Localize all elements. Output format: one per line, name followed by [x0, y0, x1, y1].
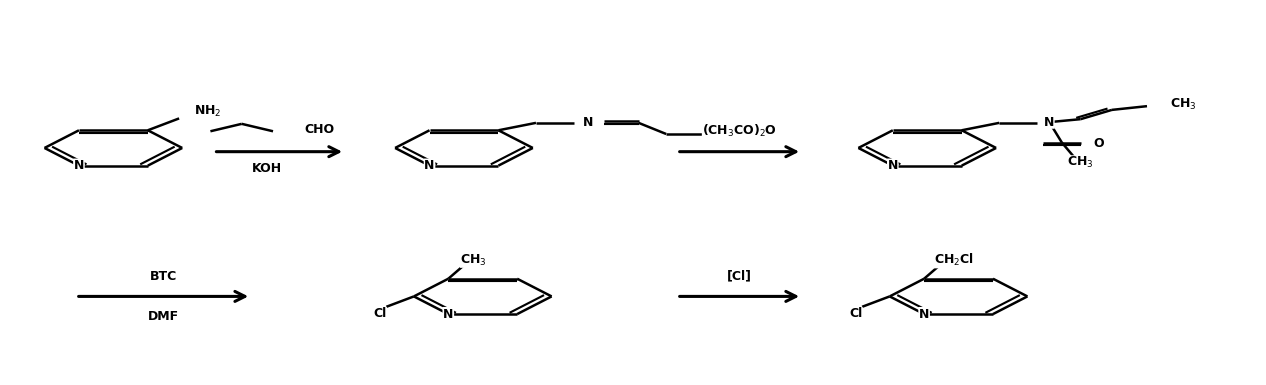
Text: N: N: [424, 159, 434, 172]
Text: N: N: [443, 308, 453, 321]
Text: CH$_3$: CH$_3$: [1170, 97, 1196, 112]
Text: CH$_2$Cl: CH$_2$Cl: [934, 252, 974, 268]
Text: CH$_3$: CH$_3$: [1067, 156, 1094, 171]
Text: N: N: [584, 116, 594, 129]
Text: BTC: BTC: [149, 270, 177, 283]
Text: DMF: DMF: [148, 310, 179, 323]
Text: CH$_3$: CH$_3$: [727, 125, 753, 140]
Text: N: N: [919, 308, 929, 321]
Text: CHO: CHO: [304, 123, 334, 136]
Text: Cl: Cl: [373, 307, 386, 320]
Text: O: O: [1093, 137, 1104, 150]
Text: N: N: [1044, 116, 1055, 129]
Text: N: N: [887, 159, 898, 172]
Text: NH$_2$: NH$_2$: [194, 104, 222, 119]
Text: CH$_3$: CH$_3$: [460, 253, 486, 268]
Text: [Cl]: [Cl]: [727, 270, 752, 283]
Text: KOH: KOH: [252, 162, 282, 175]
Text: Cl: Cl: [849, 307, 862, 320]
Text: (CH$_3$CO)$_2$O: (CH$_3$CO)$_2$O: [701, 123, 777, 139]
Text: N: N: [73, 159, 84, 172]
